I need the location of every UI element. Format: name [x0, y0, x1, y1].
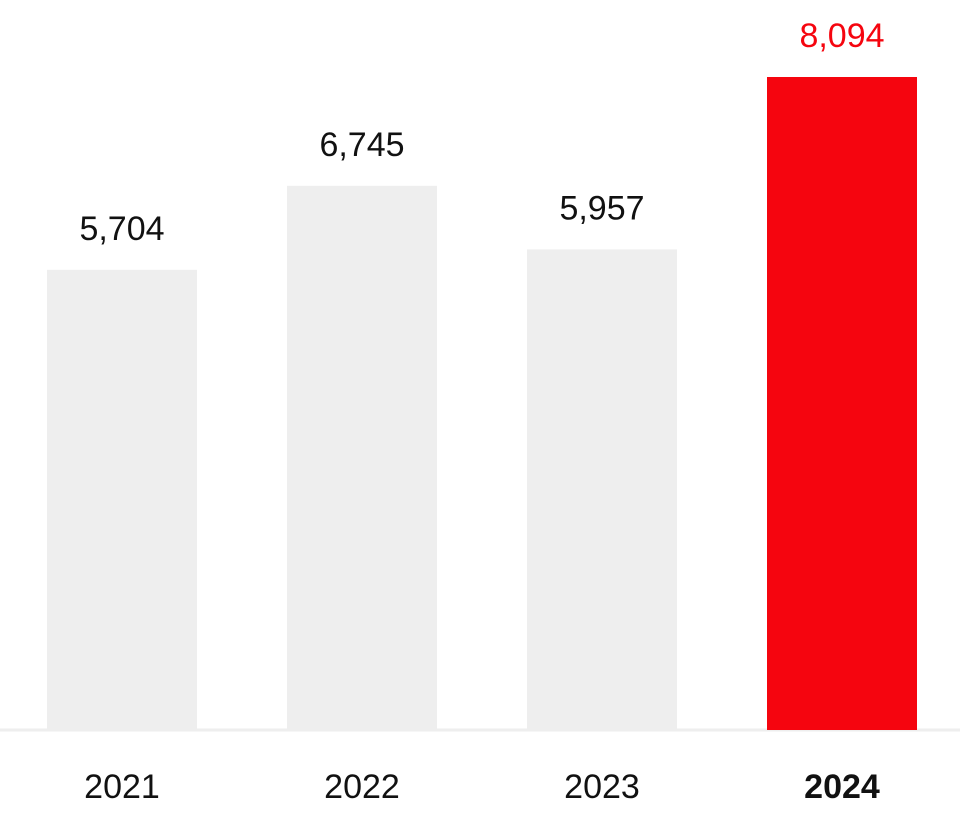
value-label-2024: 8,094: [799, 17, 884, 55]
bar-2024: [767, 77, 917, 730]
bar-2022: [287, 185, 437, 731]
value-label-2022: 6,745: [319, 126, 404, 164]
value-label-2021: 5,704: [79, 210, 164, 248]
category-label-2024: 2024: [804, 768, 880, 806]
value-labels: 5,704 6,745 5,957 8,094: [79, 17, 884, 248]
category-label-2023: 2023: [564, 768, 640, 806]
category-label-2022: 2022: [324, 768, 400, 806]
category-labels: 2021 2022 2023 2024: [84, 768, 880, 806]
bar-2023: [527, 249, 677, 730]
value-label-2023: 5,957: [559, 189, 644, 227]
bars: [47, 77, 917, 731]
bar-2021: [47, 269, 197, 730]
category-label-2021: 2021: [84, 768, 160, 806]
